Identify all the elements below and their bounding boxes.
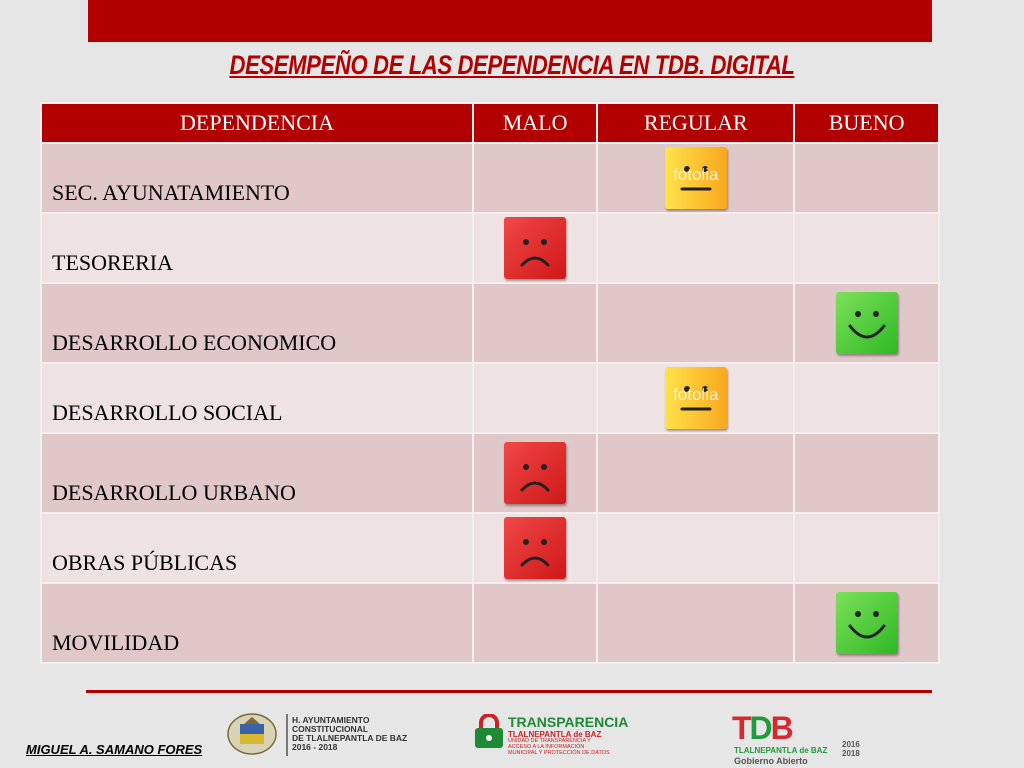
rating-cell-malo bbox=[471, 212, 599, 284]
rating-cell-malo bbox=[471, 282, 599, 364]
top-accent-bar bbox=[88, 0, 932, 42]
author-name: MIGUEL A. SAMANO FORES bbox=[26, 742, 203, 757]
ayuntamiento-line-3: DE TLALNEPANTLA DE BAZ bbox=[292, 733, 408, 743]
rating-cell-bueno bbox=[793, 282, 940, 364]
tdb-logo: TDB TLALNEPANTLA de BAZ Gobierno Abierto… bbox=[732, 710, 872, 766]
transparencia-small-text: UNIDAD DE TRANSPARENCIA Y ACCESO A LA IN… bbox=[508, 738, 610, 756]
padlock-icon bbox=[475, 714, 503, 748]
ayuntamiento-line-2: CONSTITUCIONAL bbox=[292, 724, 369, 734]
watermark-text: fotolia bbox=[673, 165, 719, 184]
dependencia-name: DESARROLLO URBANO bbox=[40, 432, 474, 514]
rating-cell-bueno bbox=[793, 582, 940, 664]
rating-cell-regular bbox=[596, 282, 796, 364]
sad-face-icon bbox=[504, 442, 567, 504]
tdb-gobierno-abierto: Gobierno Abierto bbox=[734, 756, 808, 766]
rating-cell-regular bbox=[596, 432, 796, 514]
tdb-year-end: 2018 bbox=[842, 749, 860, 758]
table-row: DESARROLLO URBANO bbox=[40, 432, 940, 514]
header-bueno: BUENO bbox=[793, 102, 940, 144]
tdb-subtitle: TLALNEPANTLA de BAZ bbox=[734, 746, 828, 755]
tdb-year-start: 2016 bbox=[842, 740, 860, 749]
rating-cell-malo bbox=[471, 512, 599, 584]
rating-cell-bueno bbox=[793, 142, 940, 214]
table-row: MOVILIDAD bbox=[40, 582, 940, 664]
neutral-face-icon: fotolia bbox=[664, 147, 727, 209]
rating-cell-malo bbox=[471, 142, 599, 214]
rating-cell-malo bbox=[471, 432, 599, 514]
rating-cell-malo bbox=[471, 582, 599, 664]
rating-cell-bueno bbox=[793, 212, 940, 284]
tdb-letter-d: D bbox=[749, 710, 773, 746]
ayuntamiento-text: H. AYUNTAMIENTO CONSTITUCIONAL DE TLALNE… bbox=[292, 716, 407, 752]
header-regular: REGULAR bbox=[596, 102, 796, 144]
sad-face-icon bbox=[504, 517, 567, 579]
table-row: OBRAS PÚBLICAS bbox=[40, 512, 940, 584]
performance-table: DEPENDENCIA MALO REGULAR BUENO SEC. AYUN… bbox=[40, 102, 940, 664]
municipal-seal-logo bbox=[226, 712, 278, 756]
table-row: TESORERIA bbox=[40, 212, 940, 284]
happy-face-icon bbox=[835, 592, 898, 654]
table-header-row: DEPENDENCIA MALO REGULAR BUENO bbox=[40, 102, 940, 144]
rating-cell-bueno bbox=[793, 362, 940, 434]
header-dependencia: DEPENDENCIA bbox=[40, 102, 474, 144]
sad-face-icon bbox=[504, 217, 567, 279]
rating-cell-regular bbox=[596, 582, 796, 664]
rating-cell-regular bbox=[596, 512, 796, 584]
tdb-letters: TDB bbox=[732, 710, 794, 747]
watermark-text: fotolia bbox=[673, 385, 719, 404]
ayuntamiento-line-4: 2016 - 2018 bbox=[292, 742, 338, 752]
dependencia-name: TESORERIA bbox=[40, 212, 474, 284]
dependencia-name: OBRAS PÚBLICAS bbox=[40, 512, 474, 584]
dependencia-name: DESARROLLO SOCIAL bbox=[40, 362, 474, 434]
transparencia-title: TRANSPARENCIA bbox=[508, 714, 629, 730]
rating-cell-bueno bbox=[793, 512, 940, 584]
table-row: DESARROLLO SOCIAL fotolia bbox=[40, 362, 940, 434]
happy-face-icon bbox=[835, 292, 898, 354]
tdb-letter-t: T bbox=[732, 710, 751, 746]
ayuntamiento-line-1: H. AYUNTAMIENTO bbox=[292, 715, 370, 725]
footer-divider bbox=[86, 690, 932, 693]
table-row: DESARROLLO ECONOMICO bbox=[40, 282, 940, 364]
rating-cell-regular: fotolia bbox=[596, 362, 796, 434]
dependencia-name: MOVILIDAD bbox=[40, 582, 474, 664]
transparencia-logo: TRANSPARENCIA TLALNEPANTLA de BAZ UNIDAD… bbox=[472, 712, 628, 756]
logo-divider bbox=[286, 714, 288, 756]
page-title: DESEMPEÑO DE LAS DEPENDENCIA EN TDB. DIG… bbox=[229, 50, 795, 80]
rating-cell-bueno bbox=[793, 432, 940, 514]
tdb-letter-b: B bbox=[770, 710, 794, 746]
header-malo: MALO bbox=[471, 102, 599, 144]
dependencia-name: DESARROLLO ECONOMICO bbox=[40, 282, 474, 364]
rating-cell-malo bbox=[471, 362, 599, 434]
neutral-face-icon: fotolia bbox=[664, 367, 727, 429]
dependencia-name: SEC. AYUNATAMIENTO bbox=[40, 142, 474, 214]
rating-cell-regular bbox=[596, 212, 796, 284]
transparencia-subtitle: TLALNEPANTLA de BAZ bbox=[508, 730, 602, 739]
rating-cell-regular: fotolia bbox=[596, 142, 796, 214]
tdb-years: 2016 2018 bbox=[842, 740, 860, 758]
table-row: SEC. AYUNATAMIENTO fotolia bbox=[40, 142, 940, 214]
